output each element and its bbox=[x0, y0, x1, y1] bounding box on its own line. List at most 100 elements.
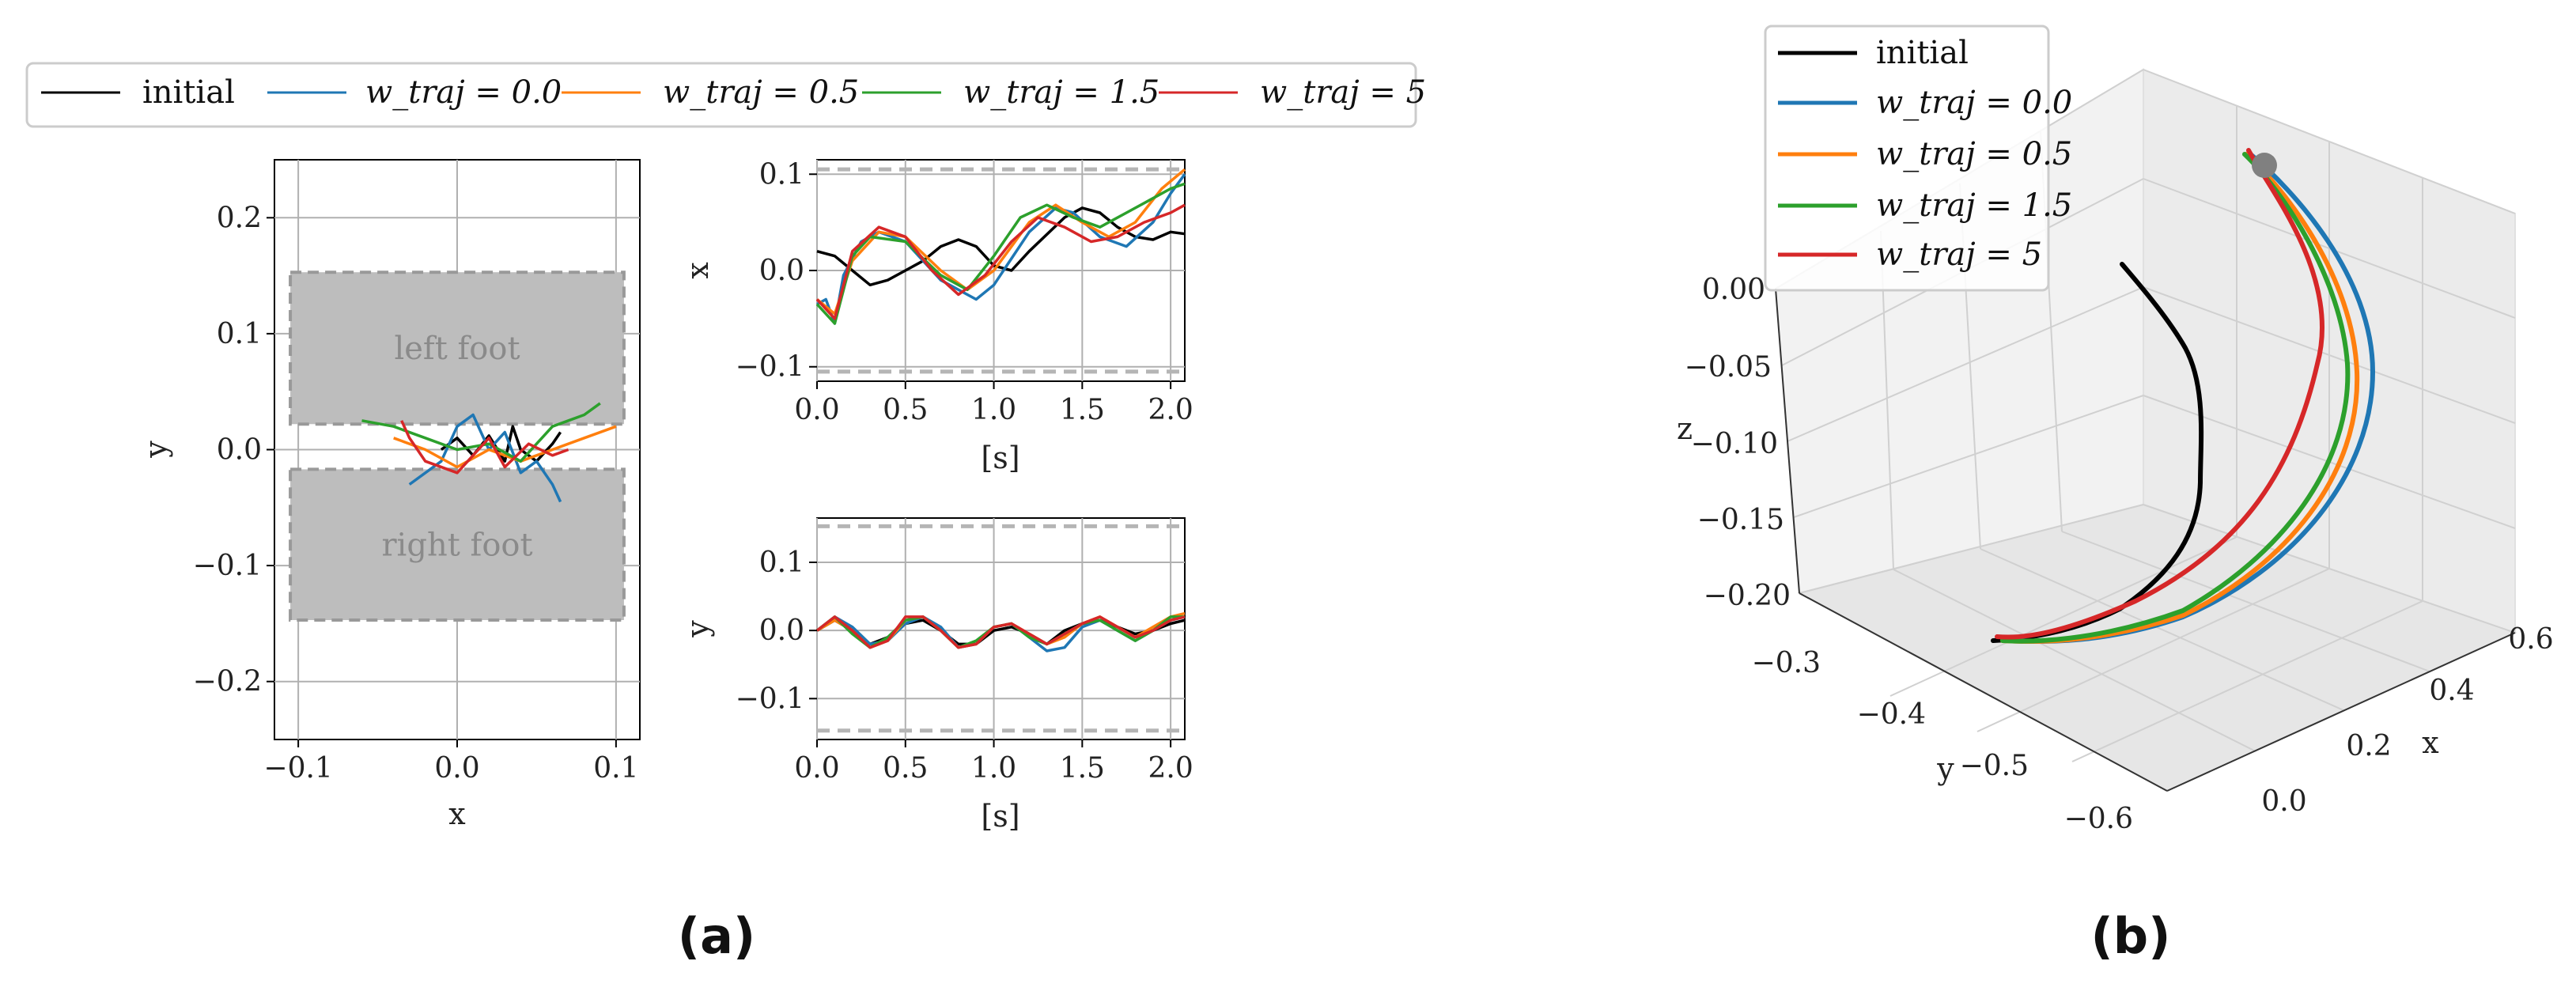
plot-3d-y-axis-line bbox=[1799, 592, 2168, 792]
y-time-plot-ticks: 0.0 0.5 1.0 1.5 2.0 −0.1 0.0 0.1 bbox=[736, 547, 1193, 785]
series-line-w15 bbox=[361, 402, 601, 463]
tick-label-x: 1.0 bbox=[971, 394, 1016, 426]
tick-label-y: 0.2 bbox=[217, 202, 262, 234]
tick-label-x: 1.0 bbox=[971, 752, 1016, 785]
legend-b-label-w05: w_traj = 0.5 bbox=[1876, 136, 2072, 172]
legend-a-label-w05: w_traj = 0.5 bbox=[663, 74, 859, 111]
tick-label-z: −0.05 bbox=[1685, 351, 1772, 384]
plot-3d-start-marker bbox=[2252, 153, 2277, 178]
grid-line-3d bbox=[2071, 600, 2423, 762]
caption-b: (b) bbox=[2090, 907, 2170, 965]
grid-line-3d bbox=[1980, 548, 2344, 711]
xy-plot-lines bbox=[361, 402, 617, 503]
legend-b-label-w15: w_traj = 1.5 bbox=[1876, 187, 2072, 224]
series-line-w05 bbox=[815, 168, 1186, 316]
grid-line-3d bbox=[1793, 395, 2144, 518]
tick-label-x: 1.5 bbox=[1060, 752, 1105, 785]
tick-label-x-3d: 0.6 bbox=[2508, 623, 2553, 656]
grid-line-3d bbox=[1976, 568, 2330, 732]
xy-plot: left foot right foot −0.1 0.0 0.1 −0.2 −0.1 0.… bbox=[138, 159, 641, 831]
x-time-plot-xlabel: [s] bbox=[981, 441, 1019, 475]
tick-label-z: 0.00 bbox=[1702, 274, 1765, 306]
plot-3d-ylabel: y bbox=[1936, 751, 1954, 786]
series-line-initial bbox=[816, 618, 1186, 646]
foot-region-label: left foot bbox=[394, 331, 520, 367]
x-time-plot-ticks: 0.0 0.5 1.0 1.5 2.0 −0.1 0.0 0.1 bbox=[736, 158, 1193, 426]
tick-label-x-3d: 0.0 bbox=[2261, 785, 2306, 818]
series-line-w5 bbox=[815, 615, 1186, 649]
series-line-w15 bbox=[815, 182, 1186, 325]
plot-3d-z-axis-line bbox=[1775, 288, 1800, 594]
tick-label-x-3d: 0.2 bbox=[2346, 730, 2391, 762]
legend-a: initial w_traj = 0.0 w_traj = 0.5 w_traj… bbox=[25, 62, 1426, 128]
legend-b: initial w_traj = 0.0 w_traj = 0.5 w_traj… bbox=[1764, 25, 2072, 292]
plot-3d-lines bbox=[1991, 148, 2376, 645]
grid-line-3d bbox=[1889, 536, 2237, 697]
tick-label-x: 1.5 bbox=[1060, 394, 1105, 426]
xy-plot-ylabel: y bbox=[138, 441, 173, 459]
xy-plot-foot-regions: left foot right foot bbox=[289, 270, 626, 622]
tick-label-y: 0.0 bbox=[759, 255, 804, 287]
tick-label-y-3d: −0.5 bbox=[1960, 750, 2029, 782]
tick-label-x: 0.5 bbox=[883, 752, 928, 785]
series-line-w5 bbox=[400, 420, 569, 475]
legend-a-frame bbox=[25, 62, 1417, 128]
x-time-plot: 0.0 0.5 1.0 1.5 2.0 −0.1 0.0 0.1 [s] x bbox=[680, 158, 1193, 475]
x-time-plot-ylabel: x bbox=[680, 262, 715, 278]
series-line-w0 bbox=[408, 413, 562, 503]
tick-label-x: 0.0 bbox=[794, 394, 839, 426]
tick-label-y: 0.1 bbox=[759, 547, 804, 579]
grid-line-3d bbox=[2061, 531, 2430, 672]
tick-label-x: 0.0 bbox=[434, 752, 479, 785]
tick-label-y: −0.1 bbox=[736, 351, 804, 384]
plot-3d-ticks: 0.00 −0.05 −0.10 −0.15 −0.20 −0.3 −0.4 −0.5 −0.6… bbox=[1685, 274, 2554, 835]
series-line-3d-w15 bbox=[2000, 152, 2351, 644]
tick-label-x-3d: 0.4 bbox=[2429, 675, 2474, 707]
legend-b-label-initial: initial bbox=[1876, 35, 1969, 71]
foot-region bbox=[289, 270, 626, 426]
y-time-plot: 0.0 0.5 1.0 1.5 2.0 −0.1 0.0 0.1 [s] y bbox=[680, 517, 1193, 834]
tick-label-y: 0.1 bbox=[759, 158, 804, 191]
plot-3d: 0.00 −0.05 −0.10 −0.15 −0.20 −0.3 −0.4 −0.5 −0.6… bbox=[1677, 25, 2554, 835]
tick-label-x: 2.0 bbox=[1148, 752, 1193, 785]
legend-b-label-w0: w_traj = 0.0 bbox=[1876, 85, 2072, 121]
legend-a-label-w15: w_traj = 1.5 bbox=[963, 74, 1159, 111]
tick-label-x: 0.0 bbox=[794, 752, 839, 785]
y-time-plot-lines bbox=[815, 611, 1186, 652]
caption-a: (a) bbox=[678, 907, 756, 965]
plot-3d-zlabel: z bbox=[1677, 411, 1693, 446]
tick-label-y-3d: −0.6 bbox=[2064, 803, 2133, 835]
tick-label-y: 0.0 bbox=[217, 434, 262, 467]
plot-3d-x-axis-line bbox=[2166, 632, 2516, 792]
y-time-plot-xlabel: [s] bbox=[981, 799, 1019, 834]
series-line-w05 bbox=[393, 425, 617, 469]
tick-label-x: 0.1 bbox=[593, 752, 638, 785]
tick-label-y-3d: −0.4 bbox=[1857, 698, 1926, 731]
y-time-plot-ylabel: y bbox=[680, 620, 715, 638]
x-time-plot-lines bbox=[815, 168, 1186, 325]
plot-3d-xlabel: x bbox=[2422, 725, 2438, 760]
tick-label-y: −0.1 bbox=[193, 550, 262, 582]
tick-label-y: −0.1 bbox=[736, 683, 804, 715]
tick-label-z: −0.10 bbox=[1691, 428, 1778, 460]
tick-label-z: −0.20 bbox=[1704, 580, 1791, 612]
tick-label-y: −0.2 bbox=[193, 666, 262, 698]
series-line-3d-w5 bbox=[1995, 148, 2324, 640]
tick-label-y: 0.1 bbox=[217, 318, 262, 350]
legend-a-label-w5: w_traj = 5 bbox=[1260, 74, 1426, 111]
tick-label-z: −0.15 bbox=[1697, 504, 1784, 536]
grid-line-3d bbox=[1787, 286, 2144, 442]
legend-a-label-initial: initial bbox=[142, 74, 235, 111]
tick-label-y-3d: −0.3 bbox=[1752, 647, 1821, 679]
grid-line-3d bbox=[1799, 504, 2144, 594]
xy-plot-ticks: −0.1 0.0 0.1 −0.2 −0.1 0.0 0.1 0.2 bbox=[193, 202, 639, 785]
series-line-w0 bbox=[816, 173, 1186, 325]
tick-label-x: 2.0 bbox=[1148, 394, 1193, 426]
series-line-w5 bbox=[815, 203, 1186, 320]
grid-line-3d bbox=[1893, 569, 2256, 752]
xy-plot-xlabel: x bbox=[448, 796, 465, 831]
legend-b-label-w5: w_traj = 5 bbox=[1876, 236, 2042, 273]
foot-region bbox=[289, 467, 626, 622]
legend-b-frame bbox=[1764, 25, 2050, 292]
